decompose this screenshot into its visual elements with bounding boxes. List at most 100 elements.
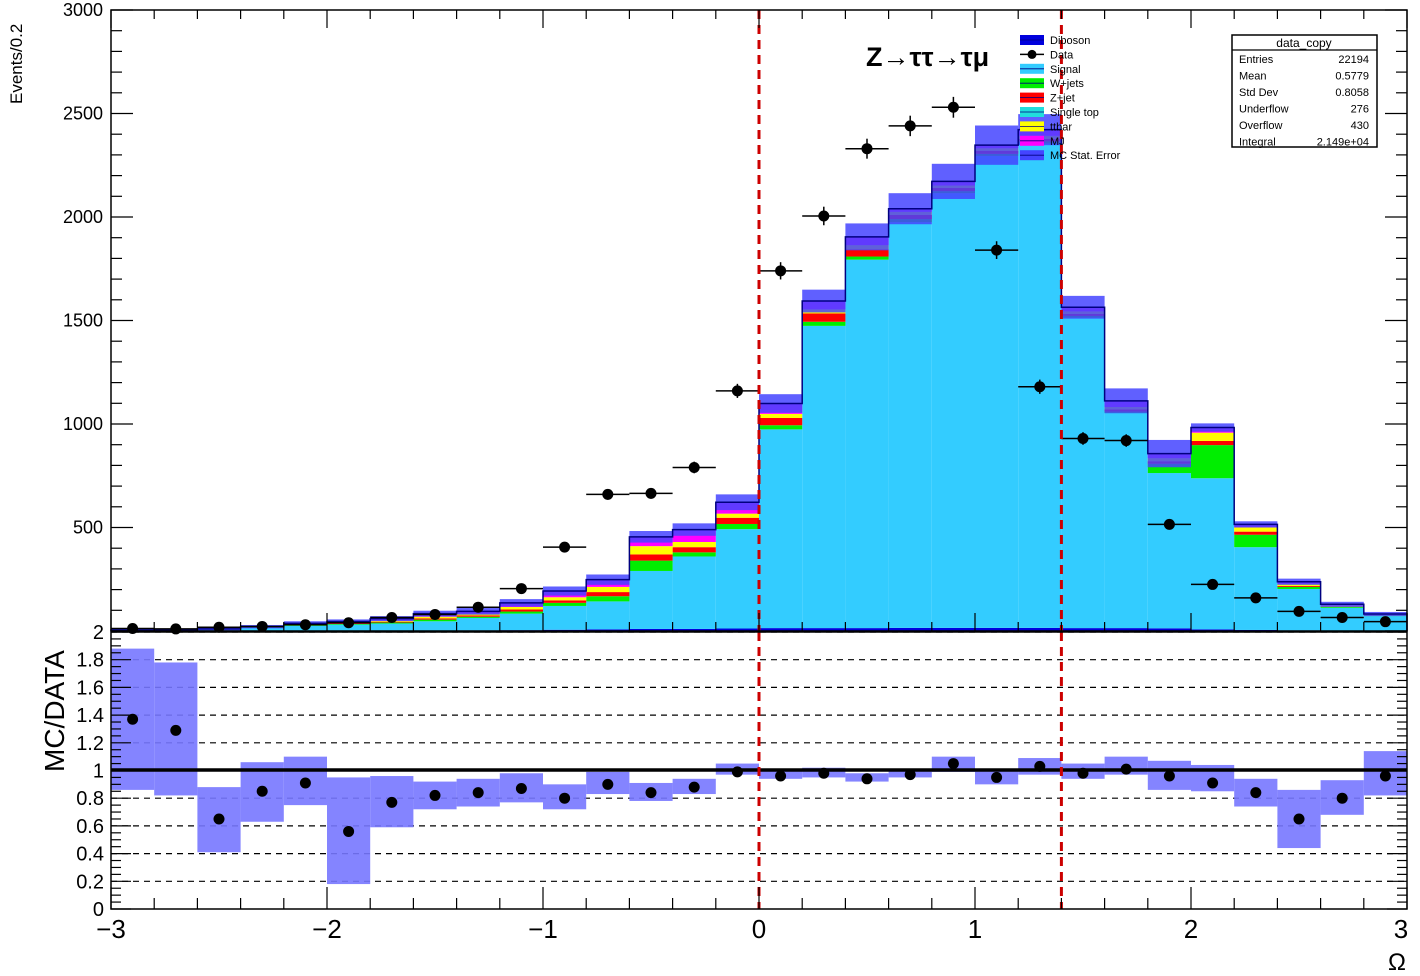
bar-diboson bbox=[629, 628, 673, 631]
data-point bbox=[472, 601, 484, 613]
legend-label: ttbar bbox=[1050, 121, 1072, 133]
y-tick-label: 1000 bbox=[63, 414, 103, 434]
bar-w-jets bbox=[1147, 463, 1191, 474]
ratio-y-tick-label: 1.2 bbox=[76, 733, 104, 755]
ratio-point bbox=[386, 796, 398, 808]
ratio-point bbox=[688, 781, 700, 793]
channel-annotation: Z→ττ→τμ bbox=[866, 42, 989, 72]
data-point bbox=[1034, 381, 1046, 393]
bar-diboson bbox=[802, 628, 846, 631]
bar-ttbar bbox=[759, 413, 803, 418]
stats-row-label: Integral bbox=[1239, 137, 1276, 149]
ratio-point bbox=[1207, 777, 1219, 789]
bar-z-jet bbox=[629, 554, 673, 561]
y-tick-label: 2500 bbox=[63, 104, 103, 124]
bar-diboson bbox=[1147, 628, 1191, 631]
bar-signal bbox=[802, 325, 846, 629]
data-point bbox=[256, 620, 268, 632]
stats-frame bbox=[1231, 34, 1378, 148]
ratio-point bbox=[1293, 813, 1305, 825]
ratio-point bbox=[429, 789, 441, 801]
bar-z-jet bbox=[1234, 531, 1278, 535]
stats-row-value: 430 bbox=[1351, 120, 1369, 132]
bar-signal bbox=[1191, 478, 1235, 630]
ratio-point bbox=[127, 713, 139, 725]
stats-row-value: 276 bbox=[1351, 104, 1369, 116]
ratio-point bbox=[559, 792, 571, 804]
stats-title: data_copy bbox=[1276, 36, 1331, 50]
data-point bbox=[299, 619, 311, 631]
bar-signal bbox=[888, 222, 932, 628]
ratio-y-tick-label: 0.4 bbox=[76, 844, 104, 866]
ratio-y-tick-label: 2 bbox=[93, 622, 104, 644]
bar-w-jets bbox=[845, 256, 889, 260]
y-tick-label: 3000 bbox=[63, 0, 103, 20]
ratio-point bbox=[1379, 770, 1391, 782]
bar-signal bbox=[456, 617, 500, 631]
bar-w-jets bbox=[629, 560, 673, 571]
stats-row-label: Overflow bbox=[1239, 120, 1282, 132]
ratio-y-tick-label: 0.8 bbox=[76, 788, 104, 810]
data-point bbox=[818, 210, 830, 222]
x-tick-label: −2 bbox=[312, 914, 342, 944]
x-tick-label: −1 bbox=[528, 914, 558, 944]
bar-z-jet bbox=[1191, 440, 1235, 446]
data-point bbox=[213, 621, 225, 633]
legend-label: Z+jet bbox=[1050, 93, 1075, 105]
bar-z-jet bbox=[715, 517, 759, 524]
ratio-points bbox=[127, 713, 1391, 837]
bar-w-jets bbox=[802, 321, 846, 326]
upper-y-axis-label: Events/0.2 bbox=[7, 24, 26, 104]
legend-label: Signal bbox=[1050, 64, 1081, 76]
data-point bbox=[1293, 605, 1305, 617]
stats-row-label: Underflow bbox=[1239, 104, 1289, 116]
bar-diboson bbox=[672, 628, 716, 631]
bar-z-jet bbox=[672, 547, 716, 553]
data-point bbox=[343, 617, 355, 629]
ratio-point bbox=[299, 777, 311, 789]
ratio-point bbox=[602, 778, 614, 790]
data-point bbox=[947, 101, 959, 113]
bar-diboson bbox=[1061, 628, 1105, 631]
stats-row-value: 0.8058 bbox=[1335, 87, 1369, 99]
data-point bbox=[1077, 432, 1089, 444]
ratio-y-tick-label: 0 bbox=[93, 899, 104, 921]
data-point bbox=[1163, 518, 1175, 530]
legend-label: MC Stat. Error bbox=[1050, 150, 1121, 162]
ratio-y-tick-label: 1.6 bbox=[76, 677, 104, 699]
x-tick-label: −3 bbox=[96, 914, 126, 944]
bar-z-jet bbox=[456, 615, 500, 617]
x-axis-label: Ω bbox=[1388, 949, 1406, 976]
bar-w-jets bbox=[1234, 534, 1278, 548]
bar-z-jet bbox=[586, 592, 630, 597]
legend-label: Data bbox=[1050, 49, 1074, 61]
bar-signal bbox=[1234, 547, 1278, 630]
bar-diboson bbox=[759, 628, 803, 631]
ratio-point bbox=[1077, 767, 1089, 779]
ratio-point bbox=[1250, 787, 1262, 799]
bar-w-jets bbox=[499, 611, 543, 614]
bar-ttbar bbox=[629, 546, 673, 555]
ratio-point bbox=[256, 785, 268, 797]
bar-w-jets bbox=[1277, 586, 1321, 589]
legend-label: W+jets bbox=[1050, 78, 1084, 90]
ratio-y-tick-label: 0.6 bbox=[76, 816, 104, 838]
ratio-y-tick-label: 1.4 bbox=[76, 705, 104, 727]
data-point bbox=[559, 541, 571, 553]
bar-signal bbox=[370, 623, 414, 631]
x-tick-label: 0 bbox=[752, 914, 766, 944]
bar-w-jets bbox=[1191, 445, 1235, 479]
ratio-point bbox=[170, 724, 182, 736]
bar-z-jet bbox=[499, 609, 543, 612]
bar-signal bbox=[543, 605, 587, 630]
ratio-point bbox=[343, 825, 355, 837]
bar-diboson bbox=[586, 629, 630, 631]
bar-signal bbox=[1061, 317, 1105, 629]
stats-row-label: Entries bbox=[1239, 54, 1274, 66]
ratio-y-tick-label: 1 bbox=[93, 761, 104, 783]
ratio-point bbox=[818, 767, 830, 779]
data-point bbox=[904, 120, 916, 132]
y-tick-label: 1500 bbox=[63, 311, 103, 331]
data-point bbox=[1207, 578, 1219, 590]
